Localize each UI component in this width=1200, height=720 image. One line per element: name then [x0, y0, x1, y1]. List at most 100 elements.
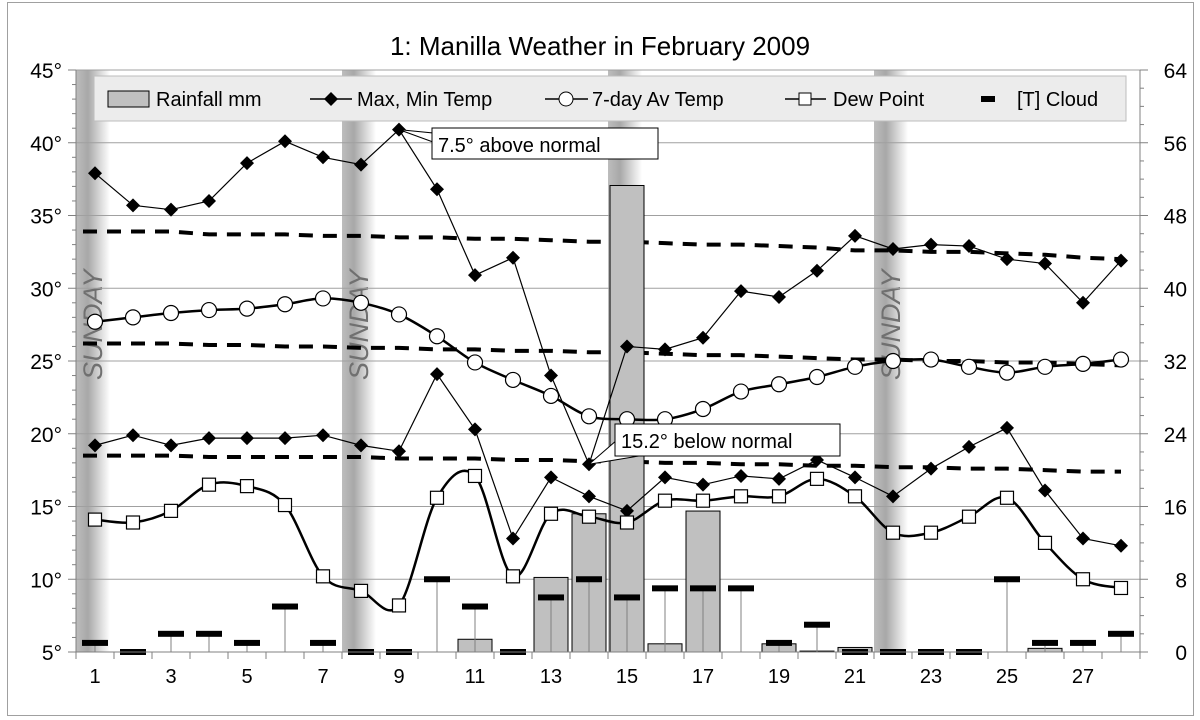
temp-diamond-marker [582, 489, 596, 504]
temp-diamond-marker [924, 461, 938, 476]
cloud-marker [652, 585, 678, 592]
dew-point-square-marker [657, 493, 673, 508]
cloud-marker [766, 639, 792, 646]
x-tick-label: 11 [465, 666, 486, 688]
temp-diamond-marker [506, 250, 520, 265]
legend-label: 7-day Av Temp [592, 89, 724, 111]
dew-point-square-marker [391, 598, 407, 613]
avg-temp-circle-marker [770, 376, 788, 393]
temp-diamond-marker [1114, 538, 1128, 553]
legend-box [93, 75, 1127, 122]
avg-temp-circle-marker [1036, 358, 1054, 375]
right-tick-label: 24 [1164, 424, 1188, 447]
temp-diamond-marker [506, 531, 520, 546]
avg-temp-circle-marker [960, 358, 978, 375]
temp-diamond-marker [240, 431, 254, 446]
dew-point-square-marker [619, 515, 635, 530]
temp-diamond-marker [544, 470, 558, 485]
avg-temp-circle-marker [846, 358, 864, 375]
temp-diamond-marker [810, 263, 824, 278]
temp-diamond-marker [734, 284, 748, 299]
dew-point-square-marker [999, 490, 1015, 505]
dew-point-square-marker [201, 477, 217, 492]
temp-diamond-marker [468, 268, 482, 283]
right-tick-label: 48 [1164, 206, 1187, 229]
axes: 5°10°15°20°25°30°35°40°45°08162432404856… [30, 60, 1187, 688]
temp-diamond-marker [1114, 253, 1128, 268]
temp-diamond-marker [392, 444, 406, 459]
normal-dashed-line [83, 341, 1122, 368]
max-temp-line [94, 128, 1122, 467]
legend-bar-icon [107, 90, 150, 108]
avg-temp-circle-marker [124, 309, 142, 326]
x-tick-label: 15 [616, 666, 638, 688]
cloud-marker [994, 576, 1020, 583]
cloud-marker [310, 639, 336, 646]
right-tick-label: 8 [1175, 569, 1187, 592]
avg-temp-line [94, 297, 1122, 422]
left-tick-label: 40° [30, 133, 62, 156]
legend-label: Rainfall mm [156, 89, 262, 111]
left-tick-label: 10° [30, 569, 62, 592]
left-tick-label: 20° [30, 424, 62, 447]
cloud-marker [462, 603, 488, 610]
x-tick-label: 25 [996, 666, 1018, 688]
x-tick-label: 21 [844, 666, 866, 688]
cloud-marker [1070, 639, 1096, 646]
temp-diamond-marker [848, 228, 862, 243]
avg-temp-circle-marker [694, 400, 712, 418]
legend-label: Dew Point [833, 89, 925, 111]
right-tick-label: 32 [1164, 351, 1187, 374]
temp-diamond-marker [1000, 252, 1014, 267]
temp-diamond-marker [886, 489, 900, 504]
dew-point-square-marker [87, 512, 103, 527]
temp-diamond-marker [620, 503, 634, 518]
avg-temp-circle-marker [884, 352, 902, 370]
temp-diamond-marker [278, 134, 292, 149]
legend-square-icon [798, 92, 812, 106]
left-tick-label: 35° [30, 206, 62, 229]
annotation-text: 15.2° below normal [621, 431, 792, 453]
left-tick-label: 5° [42, 642, 62, 665]
avg-temp-circle-marker [542, 387, 560, 405]
rainfall-bars [457, 184, 1063, 653]
right-tick-label: 40 [1164, 278, 1187, 301]
dew-point-square-marker [543, 506, 559, 521]
x-tick-label: 19 [768, 666, 790, 688]
dew-point-square-marker [239, 479, 255, 494]
cloud-marker [728, 585, 754, 592]
avg-temp-circle-marker [998, 364, 1016, 381]
avg-temp-circle-marker [200, 301, 218, 319]
temp-diamond-marker [316, 428, 330, 443]
right-tick-label: 64 [1164, 60, 1188, 83]
temp-diamond-marker [1000, 420, 1014, 435]
legend-label: [T] Cloud [1017, 89, 1098, 111]
normal-lines [83, 229, 1122, 474]
temp-diamond-marker [468, 422, 482, 437]
legend-dash-icon [981, 96, 995, 102]
temp-diamond-marker [88, 438, 102, 453]
avg-temp-circle-marker [922, 351, 940, 368]
cloud-marker [82, 639, 108, 646]
temp-diamond-marker [1076, 295, 1090, 310]
x-tick-label: 17 [692, 666, 714, 688]
temp-diamond-marker [544, 368, 558, 383]
x-tick-label: 27 [1072, 666, 1094, 688]
dew-point-square-marker [315, 569, 331, 584]
temp-diamond-marker [202, 193, 216, 208]
left-tick-label: 25° [30, 351, 62, 374]
x-tick-label: 13 [540, 666, 562, 688]
temp-diamond-marker [316, 150, 330, 165]
legend-diamond-icon [324, 92, 338, 106]
temp-diamond-marker [202, 431, 216, 446]
temp-diamond-marker [886, 241, 900, 256]
temp-diamond-marker [126, 198, 140, 213]
avg-temp-circle-marker [86, 313, 104, 330]
cloud-marker [576, 576, 602, 583]
cloud-marker [424, 576, 450, 583]
temp-diamond-marker [1038, 483, 1052, 498]
dew-point-square-marker [581, 509, 597, 524]
dew-point-square-marker [809, 471, 825, 486]
left-tick-label: 15° [30, 497, 62, 520]
avg-temp-circle-marker [238, 300, 256, 317]
